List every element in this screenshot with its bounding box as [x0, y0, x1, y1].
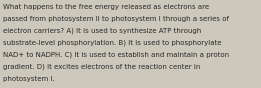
Text: photosystem I.: photosystem I. [3, 76, 55, 82]
Text: electron carriers? A) It is used to synthesize ATP through: electron carriers? A) It is used to synt… [3, 28, 201, 34]
Text: NAD+ to NADPH. C) It is used to establish and maintain a proton: NAD+ to NADPH. C) It is used to establis… [3, 52, 229, 58]
Text: substrate-level phosphorylation. B) It is used to phosphorylate: substrate-level phosphorylation. B) It i… [3, 40, 222, 46]
Text: passed from photosystem II to photosystem I through a series of: passed from photosystem II to photosyste… [3, 16, 229, 22]
Text: gradient. D) It excites electrons of the reaction center in: gradient. D) It excites electrons of the… [3, 64, 200, 70]
Text: What happens to the free energy released as electrons are: What happens to the free energy released… [3, 4, 209, 10]
